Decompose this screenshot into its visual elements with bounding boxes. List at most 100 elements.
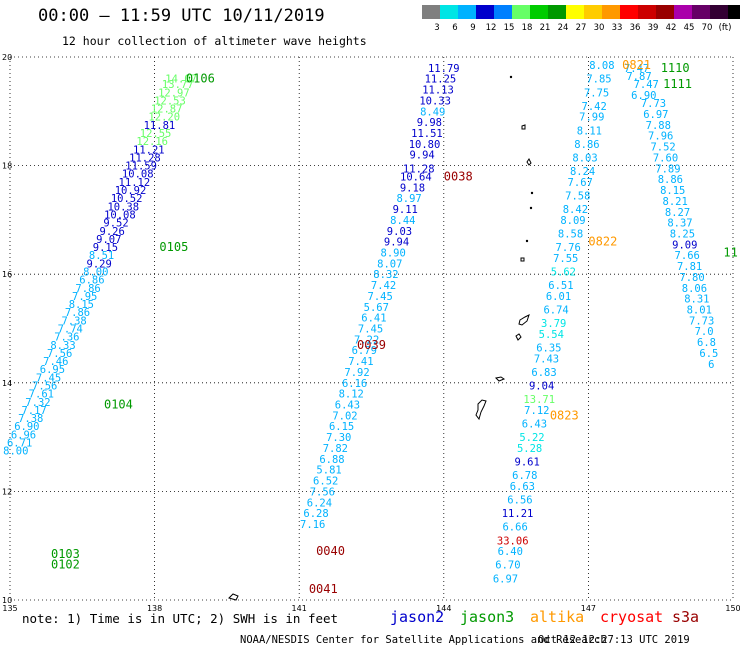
wave-height-value: 13.71 xyxy=(523,394,555,406)
wave-height-value: 12.16 xyxy=(136,136,168,148)
legend-swatch xyxy=(422,5,440,19)
wave-height-value: 13.77 xyxy=(162,79,194,91)
wave-height-value: 5.67 xyxy=(364,302,389,314)
wave-height-value: 7.92 xyxy=(344,367,369,379)
wave-height-value: 7.75 xyxy=(584,87,609,99)
wave-height-value: 8.24 xyxy=(570,166,595,178)
wave-height-value: 9.09 xyxy=(672,239,697,251)
lat-tick-label: 18 xyxy=(2,162,12,171)
wave-height-value: 5.28 xyxy=(517,443,542,455)
generated-timestamp: Oct 12 12:27:13 UTC 2019 xyxy=(538,634,690,646)
lon-tick-label: 147 xyxy=(581,604,596,613)
wave-height-value: 7.73 xyxy=(641,98,666,110)
wave-height-value: 6.71 xyxy=(7,438,32,450)
island-outline xyxy=(515,333,522,341)
legend-swatch xyxy=(692,5,710,19)
wave-height-value: 7.12 xyxy=(524,405,549,417)
satellite-jason2: jason2 xyxy=(390,608,445,626)
altimeter-tracks: 14.0713.7712.9712.5312.8712.2011.8112.55… xyxy=(3,60,718,585)
wave-height-value: 8.08 xyxy=(589,60,614,72)
wave-height-value: 6.70 xyxy=(495,560,520,572)
map-grid: 135 138 141 144 147 150 10 12 14 16 18 20 xyxy=(2,53,740,613)
island-marker xyxy=(530,191,534,195)
island-outline xyxy=(520,257,525,262)
wave-height-value: 8.97 xyxy=(396,193,421,205)
credit-line: NOAA/NESDIS Center for Satellite Applica… xyxy=(240,634,607,646)
legend-swatch xyxy=(440,5,458,19)
wave-height-value: 5.62 xyxy=(551,266,576,278)
lon-tick-label: 141 xyxy=(292,604,307,613)
wave-height-value: 8.33 xyxy=(50,340,75,352)
legend-label: 30 xyxy=(593,23,605,33)
satellite-jason3: jason3 xyxy=(460,608,515,626)
island-outline xyxy=(526,158,532,166)
wave-height-value: 9.94 xyxy=(384,237,409,249)
wave-height-value: 6.66 xyxy=(502,522,527,534)
wave-height-value: 9.98 xyxy=(417,117,442,129)
legend-label: 9 xyxy=(470,23,476,33)
wave-height-value: 6.51 xyxy=(548,280,573,292)
wave-height-value: 7.61 xyxy=(29,389,54,401)
wave-height-value: 6.43 xyxy=(335,400,360,412)
wave-height-value: 7.56 xyxy=(47,348,72,360)
pass-id-label: 1110 xyxy=(661,61,690,75)
wave-height-value: 11.28 xyxy=(403,163,435,175)
lon-tick-label: 150 xyxy=(725,604,740,613)
pass-id-label: 0104 xyxy=(104,398,133,412)
wave-height-value: 11.51 xyxy=(411,128,443,140)
wave-height-value: 9.11 xyxy=(393,204,418,216)
wave-height-value: 6 xyxy=(708,359,714,371)
wave-height-value: 7.47 xyxy=(624,63,649,75)
lat-tick-label: 10 xyxy=(2,596,12,605)
wave-height-value: 8.58 xyxy=(558,228,583,240)
wave-height-value: 6.83 xyxy=(531,367,556,379)
wave-height-value: 7.47 xyxy=(634,79,659,91)
wave-height-value: 7.82 xyxy=(323,443,348,455)
satellite-s3a: s3a xyxy=(672,608,700,626)
wave-height-value: 11.81 xyxy=(144,120,176,132)
legend-swatch xyxy=(458,5,476,19)
wave-height-value: 7.96 xyxy=(648,131,673,143)
wave-height-value: 7.16 xyxy=(300,519,325,531)
wave-height-value: 7.85 xyxy=(586,74,611,86)
wave-height-value: 6.74 xyxy=(543,304,568,316)
wave-height-value: 9.94 xyxy=(409,150,434,162)
wave-height-value: 12.87 xyxy=(151,104,183,116)
wave-height-value: 9.61 xyxy=(515,457,540,469)
legend-label: 3 xyxy=(434,23,440,33)
island-outline xyxy=(518,314,530,326)
pass-id-label: 0103 xyxy=(51,547,80,561)
legend-swatch xyxy=(494,5,512,19)
wave-height-value: 6.40 xyxy=(498,546,523,558)
wave-height-value: 8.51 xyxy=(89,250,114,262)
pass-id-label: 0038 xyxy=(444,169,473,183)
satellite-altika: altika xyxy=(530,608,585,626)
wave-height-value: 6.79 xyxy=(352,345,377,357)
wave-height-value: 10.52 xyxy=(111,193,143,205)
wave-height-value: 6.52 xyxy=(313,476,338,488)
wave-height-value: 7.45 xyxy=(358,324,383,336)
wave-height-value: 7.86 xyxy=(65,307,90,319)
wave-height-value: 8.25 xyxy=(670,228,695,240)
legend-label: 36 xyxy=(629,23,641,33)
wave-height-value: 6.16 xyxy=(342,378,367,390)
wave-height-value: 12.97 xyxy=(158,87,190,99)
island-marker xyxy=(509,75,513,79)
wave-height-value: 8.03 xyxy=(572,152,597,164)
legend-swatch xyxy=(656,5,674,19)
wave-height-value: 7.73 xyxy=(689,315,714,327)
wave-height-value: 8.01 xyxy=(687,304,712,316)
island-outline xyxy=(228,593,239,601)
wave-height-value: 6.35 xyxy=(536,343,561,355)
map-title: 00:00 – 11:59 UTC 10/11/2019 xyxy=(38,6,325,26)
wave-height-value: 10.64 xyxy=(400,171,432,183)
wave-height-value: 7.42 xyxy=(582,101,607,113)
wave-height-value: 7.0 xyxy=(695,326,714,338)
wave-height-value: 11.12 xyxy=(119,177,151,189)
legend-label: 45 xyxy=(683,23,695,33)
legend-label: 18 xyxy=(521,23,533,33)
wave-height-value: 10.92 xyxy=(115,185,147,197)
wave-height-value: 9.03 xyxy=(387,226,412,238)
wave-height-value: 8.11 xyxy=(577,125,602,137)
